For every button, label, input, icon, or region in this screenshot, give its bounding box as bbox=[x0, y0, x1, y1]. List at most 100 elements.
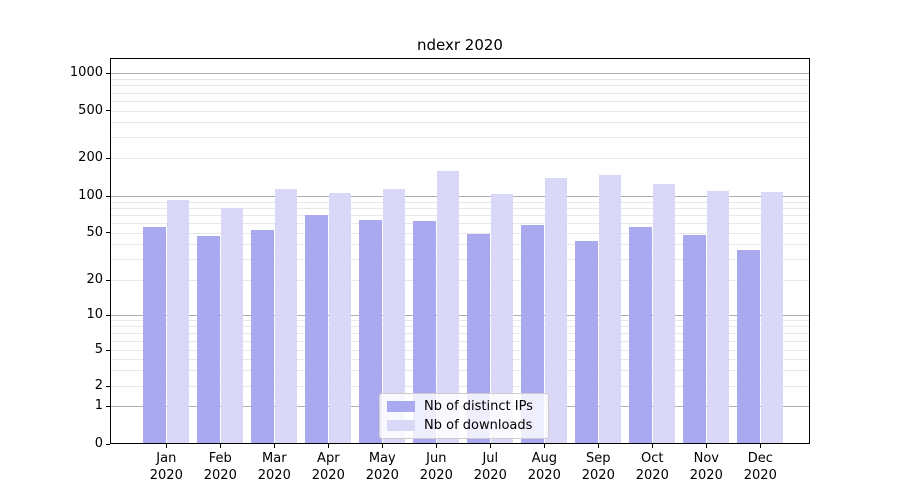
bar-distinct-ips-sep bbox=[575, 240, 598, 444]
bar-downloads-oct bbox=[652, 183, 676, 444]
major-gridline bbox=[110, 73, 810, 75]
x-tick-label: Sep 2020 bbox=[581, 451, 615, 483]
x-tick-label: Nov 2020 bbox=[689, 451, 723, 483]
y-tick-label: 200 bbox=[78, 150, 103, 166]
y-tick-mark bbox=[106, 72, 110, 74]
y-tick-label: 1 bbox=[94, 398, 103, 413]
bar-downloads-aug bbox=[544, 177, 568, 444]
y-tick-mark bbox=[106, 157, 110, 159]
x-tick-label: Jan 2020 bbox=[149, 451, 183, 483]
x-tick-mark bbox=[543, 444, 545, 448]
x-tick-mark bbox=[597, 444, 599, 448]
bar-distinct-ips-jan bbox=[143, 226, 166, 444]
x-tick-mark bbox=[165, 444, 167, 448]
minor-gridline bbox=[110, 201, 810, 203]
bar-distinct-ips-jul bbox=[467, 233, 490, 444]
x-tick-mark bbox=[327, 444, 329, 448]
minor-gridline bbox=[110, 223, 810, 225]
minor-gridline bbox=[110, 78, 810, 80]
chart-title: ndexr 2020 bbox=[417, 36, 503, 54]
minor-gridline bbox=[110, 340, 810, 342]
y-tick-label: 5 bbox=[94, 342, 103, 357]
y-tick-label: 1000 bbox=[69, 65, 103, 81]
y-tick-mark bbox=[106, 195, 110, 197]
bar-distinct-ips-may bbox=[359, 219, 382, 444]
minor-gridline bbox=[110, 122, 810, 124]
y-tick-mark bbox=[106, 232, 110, 234]
bar-downloads-feb bbox=[220, 207, 244, 444]
minor-gridline bbox=[110, 320, 810, 322]
minor-gridline bbox=[110, 280, 810, 281]
bar-downloads-nov bbox=[706, 191, 730, 444]
minor-gridline bbox=[110, 207, 810, 209]
y-tick-mark bbox=[106, 443, 110, 445]
minor-gridline bbox=[110, 370, 810, 372]
bar-downloads-jan bbox=[166, 200, 190, 444]
bar-downloads-may bbox=[382, 188, 406, 444]
x-tick-mark bbox=[759, 444, 761, 448]
bar-downloads-dec bbox=[760, 192, 784, 444]
major-gridline bbox=[110, 315, 810, 316]
minor-gridline bbox=[110, 214, 810, 216]
x-tick-mark bbox=[219, 444, 221, 448]
plot-area bbox=[110, 58, 810, 444]
bar-downloads-jul bbox=[490, 194, 514, 444]
minor-gridline bbox=[110, 232, 810, 234]
legend-swatch-downloads bbox=[387, 420, 415, 431]
minor-gridline bbox=[110, 350, 810, 351]
bar-distinct-ips-apr bbox=[305, 214, 328, 444]
legend-item-downloads: Nb of downloads bbox=[387, 418, 548, 433]
x-tick-label: Aug 2020 bbox=[527, 451, 561, 483]
x-tick-label: Jul 2020 bbox=[473, 451, 507, 483]
minor-gridline bbox=[110, 358, 810, 360]
bar-distinct-ips-dec bbox=[737, 249, 760, 444]
x-tick-mark bbox=[705, 444, 707, 448]
y-tick-mark bbox=[106, 405, 110, 407]
bar-distinct-ips-mar bbox=[251, 229, 274, 444]
minor-gridline bbox=[110, 137, 810, 139]
y-tick-label: 10 bbox=[86, 307, 103, 322]
minor-gridline bbox=[110, 92, 810, 94]
y-tick-label: 2 bbox=[94, 378, 103, 393]
x-tick-label: Dec 2020 bbox=[743, 451, 777, 483]
bar-distinct-ips-oct bbox=[629, 226, 652, 444]
minor-gridline bbox=[110, 100, 810, 102]
x-tick-mark bbox=[435, 444, 437, 448]
bar-distinct-ips-nov bbox=[683, 234, 706, 444]
bar-distinct-ips-jun bbox=[413, 221, 436, 444]
y-tick-mark bbox=[106, 110, 110, 112]
x-tick-label: Oct 2020 bbox=[635, 451, 669, 483]
x-tick-label: Apr 2020 bbox=[311, 451, 345, 483]
y-tick-label: 0 bbox=[94, 436, 103, 451]
x-tick-mark bbox=[489, 444, 491, 448]
major-gridline bbox=[110, 196, 810, 197]
x-tick-label: May 2020 bbox=[365, 451, 399, 483]
y-tick-label: 100 bbox=[78, 188, 103, 203]
y-tick-label: 20 bbox=[86, 272, 103, 287]
x-tick-mark bbox=[651, 444, 653, 448]
minor-gridline bbox=[110, 333, 810, 334]
legend: Nb of distinct IPs Nb of downloads bbox=[379, 393, 549, 439]
minor-gridline bbox=[110, 386, 810, 387]
y-tick-mark bbox=[106, 279, 110, 281]
minor-gridline bbox=[110, 259, 810, 261]
bar-distinct-ips-aug bbox=[521, 224, 544, 444]
y-tick-mark bbox=[106, 385, 110, 387]
x-tick-mark bbox=[273, 444, 275, 448]
y-tick-label: 500 bbox=[78, 102, 103, 118]
y-tick-mark bbox=[106, 314, 110, 316]
legend-swatch-distinct-ips bbox=[387, 401, 415, 412]
minor-gridline bbox=[110, 110, 810, 112]
legend-item-distinct-ips: Nb of distinct IPs bbox=[387, 399, 548, 414]
x-tick-label: Jun 2020 bbox=[419, 451, 453, 483]
bar-downloads-mar bbox=[274, 188, 298, 444]
bar-downloads-sep bbox=[598, 175, 622, 444]
minor-gridline bbox=[110, 326, 810, 328]
minor-gridline bbox=[110, 85, 810, 87]
x-tick-mark bbox=[381, 444, 383, 448]
y-tick-label: 50 bbox=[86, 224, 103, 240]
x-tick-label: Mar 2020 bbox=[257, 451, 291, 483]
minor-gridline bbox=[110, 158, 810, 160]
bar-distinct-ips-feb bbox=[197, 235, 220, 444]
